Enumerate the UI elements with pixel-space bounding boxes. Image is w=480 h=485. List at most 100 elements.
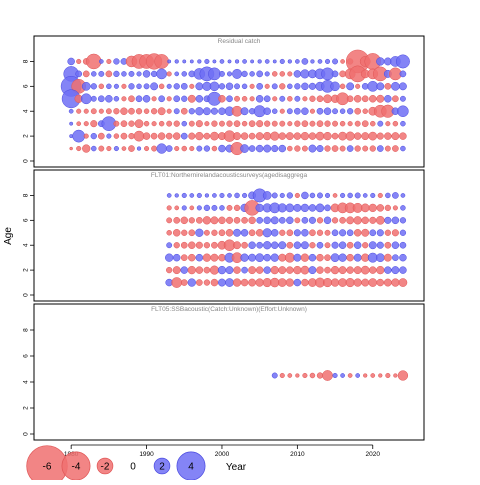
residual-bubble	[340, 373, 345, 378]
residual-bubble	[346, 241, 354, 249]
residual-bubble	[68, 108, 74, 114]
residual-bubble	[286, 216, 294, 225]
residual-bubble	[256, 70, 264, 78]
residual-bubble	[287, 59, 292, 64]
residual-bubble	[270, 253, 279, 262]
residual-bubble	[189, 59, 194, 64]
residual-bubble	[354, 120, 361, 127]
legend-bubble	[153, 457, 171, 475]
residual-bubble	[339, 108, 346, 114]
residual-bubble	[353, 278, 362, 287]
residual-bubble	[90, 108, 97, 115]
residual-bubble	[324, 58, 331, 64]
residual-bubble	[362, 145, 369, 152]
residual-bubble	[113, 58, 120, 65]
residual-bubble	[338, 241, 347, 249]
residual-bubble	[361, 216, 369, 225]
residual-bubble	[316, 217, 324, 224]
residual-bubble	[360, 203, 370, 213]
residual-bubble	[368, 131, 378, 141]
residual-bubble	[270, 229, 279, 237]
residual-bubble	[197, 59, 202, 64]
residual-bubble	[278, 216, 286, 224]
residual-bubble	[83, 108, 89, 114]
residual-bubble	[174, 193, 179, 198]
residual-bubble	[156, 68, 167, 80]
residual-bubble	[293, 132, 302, 140]
residual-bubble	[315, 203, 325, 213]
residual-bubble	[399, 70, 407, 78]
residual-bubble	[189, 205, 195, 211]
residual-bubble	[255, 144, 264, 153]
residual-bubble	[80, 93, 92, 105]
panel-frame	[33, 35, 425, 168]
residual-bubble	[242, 192, 248, 198]
residual-bubble	[399, 132, 407, 140]
residual-bubble	[208, 67, 221, 81]
residual-bubble	[195, 216, 203, 224]
residual-bubble	[106, 58, 112, 64]
residual-bubble	[384, 229, 391, 236]
legend-label: 2	[159, 462, 165, 473]
residual-bubble	[173, 108, 180, 115]
residual-bubble	[195, 120, 203, 128]
residual-bubble	[106, 146, 112, 152]
residual-bubble	[135, 108, 143, 115]
residual-bubble	[353, 253, 362, 262]
residual-bubble	[180, 279, 188, 286]
residual-bubble	[233, 132, 241, 141]
residual-bubble	[248, 278, 257, 287]
residual-bubble	[293, 265, 302, 275]
residual-bubble	[165, 253, 174, 262]
residual-bubble	[128, 145, 135, 152]
residual-bubble	[250, 59, 255, 64]
residual-bubble	[166, 266, 173, 274]
panel-title: FLT05:SSBacoustic(Catch:Unknown)(Effort:…	[151, 306, 307, 313]
residual-bubble	[150, 70, 158, 78]
residual-bubble	[67, 57, 75, 66]
residual-bubble	[248, 253, 257, 262]
residual-bubble	[105, 70, 113, 78]
residual-bubble	[128, 120, 135, 127]
residual-bubble	[121, 146, 127, 151]
y-tick-label: 0	[23, 432, 30, 436]
residual-bubble	[218, 278, 226, 287]
residual-bubble	[346, 95, 354, 103]
residual-bubble	[150, 132, 158, 140]
residual-bubble	[376, 82, 385, 91]
residual-bubble	[385, 192, 391, 199]
residual-bubble	[240, 107, 249, 116]
residual-bubble	[263, 253, 271, 262]
residual-bubble	[353, 266, 362, 275]
residual-bubble	[227, 59, 232, 64]
residual-bubble	[225, 216, 234, 224]
residual-bubble	[294, 145, 301, 152]
residual-bubble	[233, 241, 241, 250]
residual-bubble	[316, 253, 324, 262]
residual-bubble	[316, 145, 324, 153]
residual-bubble	[332, 372, 338, 379]
residual-bubble	[269, 277, 280, 288]
residual-bubble	[308, 144, 317, 153]
residual-bubble	[315, 131, 325, 141]
residual-bubble	[271, 145, 279, 153]
residual-bubble	[367, 80, 379, 92]
residual-bubble	[106, 133, 112, 139]
residual-bubble	[323, 131, 332, 141]
residual-bubble	[345, 131, 355, 141]
residual-bubble	[279, 192, 285, 198]
x-tick-label: 2010	[290, 451, 305, 458]
residual-bubble	[346, 229, 354, 237]
residual-bubble	[151, 121, 157, 127]
residual-bubble	[256, 82, 264, 90]
residual-bubble	[113, 96, 120, 102]
residual-bubble	[248, 145, 256, 152]
residual-bubble	[202, 253, 212, 262]
residual-bubble	[165, 132, 173, 140]
residual-bubble	[331, 145, 339, 152]
residual-bubble	[241, 120, 248, 127]
residual-bubble	[309, 108, 315, 114]
residual-bubble	[391, 241, 400, 249]
residual-bubble	[340, 59, 345, 64]
